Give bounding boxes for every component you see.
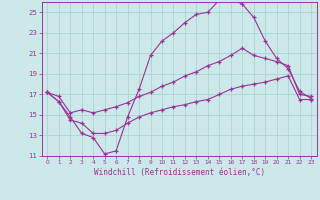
X-axis label: Windchill (Refroidissement éolien,°C): Windchill (Refroidissement éolien,°C) (94, 168, 265, 177)
